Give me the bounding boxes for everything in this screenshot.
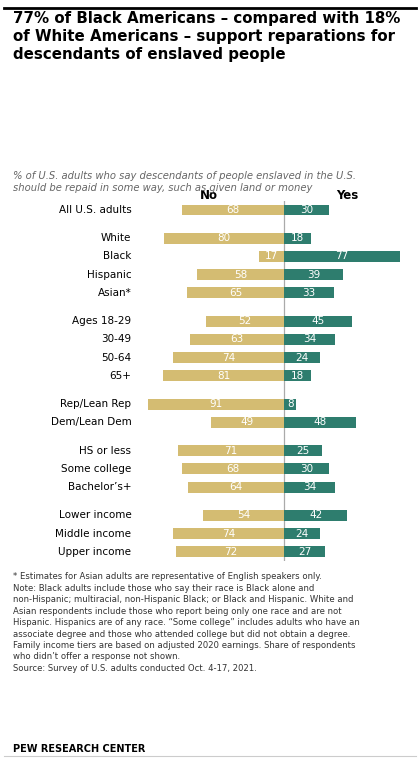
Text: PEW RESEARCH CENTER: PEW RESEARCH CENTER (13, 744, 145, 754)
Bar (284, 510, 347, 521)
Text: Yes: Yes (336, 189, 358, 202)
Text: Some college: Some college (61, 464, 131, 474)
Text: Middle income: Middle income (55, 528, 131, 539)
Text: 17: 17 (265, 252, 278, 262)
Text: 25: 25 (297, 446, 310, 456)
Bar (259, 251, 284, 262)
Bar (182, 205, 284, 215)
Text: 81: 81 (217, 371, 230, 381)
Text: 18: 18 (291, 233, 304, 243)
Text: 65: 65 (229, 288, 242, 298)
Bar (164, 233, 284, 244)
Text: 33: 33 (302, 288, 315, 298)
Text: 54: 54 (237, 510, 250, 520)
Text: 42: 42 (309, 510, 322, 520)
Bar (284, 417, 356, 428)
Bar (176, 547, 284, 557)
Text: 63: 63 (231, 334, 244, 344)
Text: 18: 18 (291, 371, 304, 381)
Text: 34: 34 (303, 482, 316, 492)
Bar (197, 269, 284, 280)
Text: Dem/Lean Dem: Dem/Lean Dem (51, 418, 131, 428)
Text: Hispanic: Hispanic (87, 270, 131, 280)
Text: Ages 18-29: Ages 18-29 (72, 316, 131, 326)
Text: All U.S. adults: All U.S. adults (59, 205, 131, 215)
Bar (284, 334, 335, 345)
Text: 72: 72 (224, 547, 237, 557)
Text: Asian*: Asian* (98, 288, 131, 298)
Bar (284, 316, 352, 327)
Bar (178, 445, 284, 456)
Text: No: No (200, 189, 218, 202)
Bar (190, 334, 284, 345)
Text: Lower income: Lower income (59, 510, 131, 520)
Text: 24: 24 (296, 528, 309, 539)
Bar (182, 463, 284, 475)
Text: 68: 68 (227, 464, 240, 474)
Bar (284, 371, 311, 381)
Text: 27: 27 (298, 547, 311, 557)
Bar (284, 233, 311, 244)
Bar (173, 352, 284, 363)
Text: 65+: 65+ (110, 371, 131, 381)
Text: Black: Black (103, 252, 131, 262)
Bar (284, 269, 343, 280)
Text: Bachelor’s+: Bachelor’s+ (68, 482, 131, 492)
Bar (206, 316, 284, 327)
Bar (203, 510, 284, 521)
Text: 30-49: 30-49 (101, 334, 131, 344)
Text: 68: 68 (227, 205, 240, 215)
Text: 49: 49 (241, 418, 254, 428)
Text: 58: 58 (234, 270, 247, 280)
Bar (284, 352, 320, 363)
Text: % of U.S. adults who say descendants of people enslaved in the U.S.
should be re: % of U.S. adults who say descendants of … (13, 171, 356, 193)
Text: 91: 91 (210, 399, 223, 409)
Text: 8: 8 (287, 399, 294, 409)
Bar (284, 205, 329, 215)
Text: 52: 52 (239, 316, 252, 326)
Bar (284, 445, 322, 456)
Text: 30: 30 (300, 205, 313, 215)
Text: 24: 24 (296, 352, 309, 362)
Bar (187, 287, 284, 299)
Text: White: White (101, 233, 131, 243)
Text: 77% of Black Americans – compared with 18%
of White Americans – support reparati: 77% of Black Americans – compared with 1… (13, 11, 400, 62)
Text: 45: 45 (311, 316, 325, 326)
Text: 64: 64 (230, 482, 243, 492)
Text: 39: 39 (307, 270, 320, 280)
Text: 71: 71 (224, 446, 238, 456)
Bar (188, 481, 284, 493)
Text: * Estimates for Asian adults are representative of English speakers only.
Note: : * Estimates for Asian adults are represe… (13, 572, 360, 673)
Bar (148, 399, 284, 409)
Bar (284, 547, 325, 557)
Text: 50-64: 50-64 (101, 352, 131, 362)
Text: 74: 74 (222, 352, 236, 362)
Text: 48: 48 (314, 418, 327, 428)
Bar (284, 528, 320, 539)
Text: 34: 34 (303, 334, 316, 344)
Text: 80: 80 (218, 233, 231, 243)
Bar (284, 287, 333, 299)
Bar (284, 481, 335, 493)
Bar (284, 251, 399, 262)
Text: Upper income: Upper income (58, 547, 131, 557)
Bar (284, 399, 296, 409)
Bar (284, 463, 329, 475)
Bar (163, 371, 284, 381)
Text: 30: 30 (300, 464, 313, 474)
Text: 77: 77 (335, 252, 349, 262)
Bar (173, 528, 284, 539)
Text: 74: 74 (222, 528, 236, 539)
Text: HS or less: HS or less (79, 446, 131, 456)
Bar (211, 417, 284, 428)
Text: Rep/Lean Rep: Rep/Lean Rep (60, 399, 131, 409)
